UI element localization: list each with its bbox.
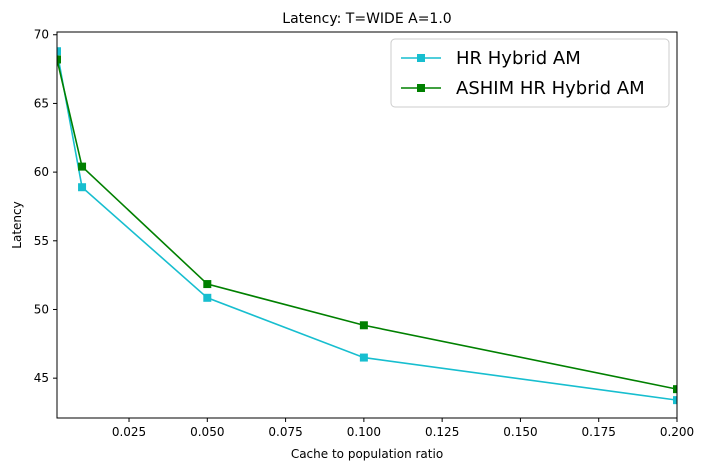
- plot-frame: [56, 31, 678, 419]
- data-point: [78, 183, 87, 192]
- data-point: [203, 293, 212, 302]
- y-tick-label: 60: [34, 165, 49, 179]
- data-point: [359, 321, 368, 330]
- y-tick-label: 65: [34, 96, 49, 110]
- series-2: [57, 55, 677, 394]
- y-tick-label: 50: [34, 302, 49, 316]
- x-tick-label: 0.200: [660, 425, 694, 439]
- legend-box: [390, 38, 670, 108]
- x-tick-label: 0.050: [190, 425, 224, 439]
- x-tick-label: 0.075: [268, 425, 302, 439]
- series-group: [57, 47, 677, 405]
- chart-title: Latency: T=WIDE A=1.0: [282, 11, 451, 27]
- y-tick-label: 70: [34, 28, 49, 42]
- data-point: [673, 385, 677, 394]
- legend: HR Hybrid AM ASHIM HR Hybrid AM: [390, 38, 670, 108]
- legend-marker: [417, 84, 425, 92]
- data-point: [57, 55, 61, 64]
- data-point: [359, 353, 368, 362]
- x-axis-label: Cache to population ratio: [291, 447, 443, 461]
- y-axis-label: Latency: [10, 201, 24, 248]
- data-point: [78, 162, 87, 171]
- y-tick-label: 55: [34, 234, 49, 248]
- legend-marker: [417, 54, 425, 62]
- series-1: [57, 47, 677, 405]
- x-tick-label: 0.175: [582, 425, 616, 439]
- x-tick-label: 0.100: [347, 425, 381, 439]
- legend-label: HR Hybrid AM: [456, 48, 581, 69]
- x-tick-label: 0.025: [112, 425, 146, 439]
- plot-area: [57, 47, 677, 405]
- y-tick-label: 45: [34, 371, 49, 385]
- y-axis: 45 50 55 60 65 70: [34, 28, 57, 385]
- x-tick-label: 0.125: [425, 425, 459, 439]
- x-tick-label: 0.150: [503, 425, 537, 439]
- data-point: [203, 280, 212, 289]
- data-point: [673, 396, 677, 405]
- legend-item: HR Hybrid AM: [401, 48, 581, 69]
- legend-label: ASHIM HR Hybrid AM: [456, 78, 645, 99]
- data-point: [57, 47, 61, 56]
- x-axis: 0.025 0.050 0.075 0.100 0.125 0.150 0.175 0.200: [112, 418, 694, 439]
- legend-item: ASHIM HR Hybrid AM: [401, 78, 645, 99]
